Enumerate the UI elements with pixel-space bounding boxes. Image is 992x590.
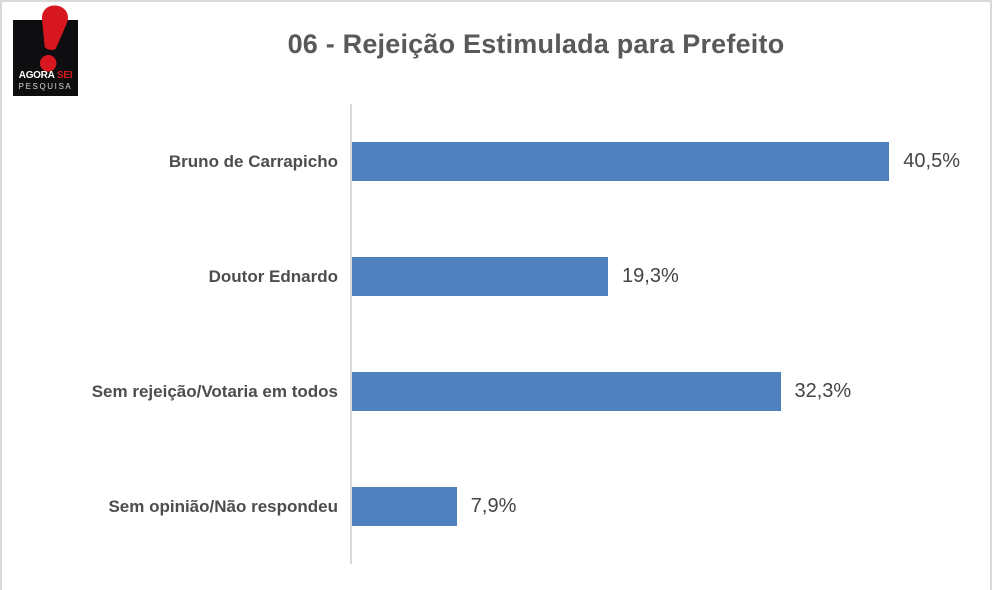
category-label: Bruno de Carrapicho — [168, 151, 338, 171]
category-label: Sem rejeição/Votaria em todos — [91, 381, 338, 401]
value-label: 7,9% — [470, 495, 517, 517]
bar — [352, 487, 457, 526]
logo-sei: SEI — [57, 70, 73, 82]
chart-title: 06 - Rejeição Estimulada para Prefeito — [287, 29, 785, 59]
logo-pesquisa: PESQUISA — [18, 81, 73, 91]
category-label: Sem opinião/Não respondeu — [108, 496, 338, 516]
bar-row: Doutor Ednardo 19,3% — [2, 219, 990, 334]
bar-row: Sem rejeição/Votaria em todos 32,3% — [2, 334, 990, 449]
bar-row: Sem opinião/Não respondeu 7,9% — [2, 449, 990, 564]
bar-row: Bruno de Carrapicho 40,5% — [2, 104, 990, 219]
value-label: 32,3% — [794, 380, 852, 402]
bar — [352, 142, 890, 181]
category-label: Doutor Ednardo — [208, 266, 338, 286]
bar-track: 32,3% — [350, 334, 949, 449]
logo-line1: AGORA SEI — [13, 70, 78, 82]
value-label: 40,5% — [903, 150, 961, 172]
bar-track: 7,9% — [350, 449, 949, 564]
logo-text: AGORA SEI PESQUISA — [13, 70, 78, 91]
agora-sei-logo: AGORA SEI PESQUISA — [13, 4, 78, 96]
bar-track: 40,5% — [350, 104, 960, 219]
bar — [352, 257, 609, 296]
exclamation-mark-icon — [39, 5, 68, 72]
value-label: 19,3% — [622, 265, 679, 287]
logo-agora: AGORA — [18, 70, 55, 82]
bar-track: 19,3% — [350, 219, 949, 334]
bar — [352, 372, 781, 411]
bar-chart: Bruno de Carrapicho 40,5% Doutor Ednardo… — [2, 104, 990, 564]
